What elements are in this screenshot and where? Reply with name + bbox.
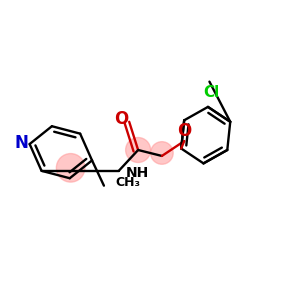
Circle shape bbox=[56, 154, 85, 182]
Text: NH: NH bbox=[125, 166, 148, 180]
Circle shape bbox=[126, 137, 151, 163]
Text: O: O bbox=[177, 122, 191, 140]
Circle shape bbox=[151, 142, 173, 164]
Text: N: N bbox=[14, 134, 28, 152]
Text: O: O bbox=[114, 110, 128, 128]
Text: CH₃: CH₃ bbox=[115, 176, 140, 189]
Text: Cl: Cl bbox=[203, 85, 219, 100]
